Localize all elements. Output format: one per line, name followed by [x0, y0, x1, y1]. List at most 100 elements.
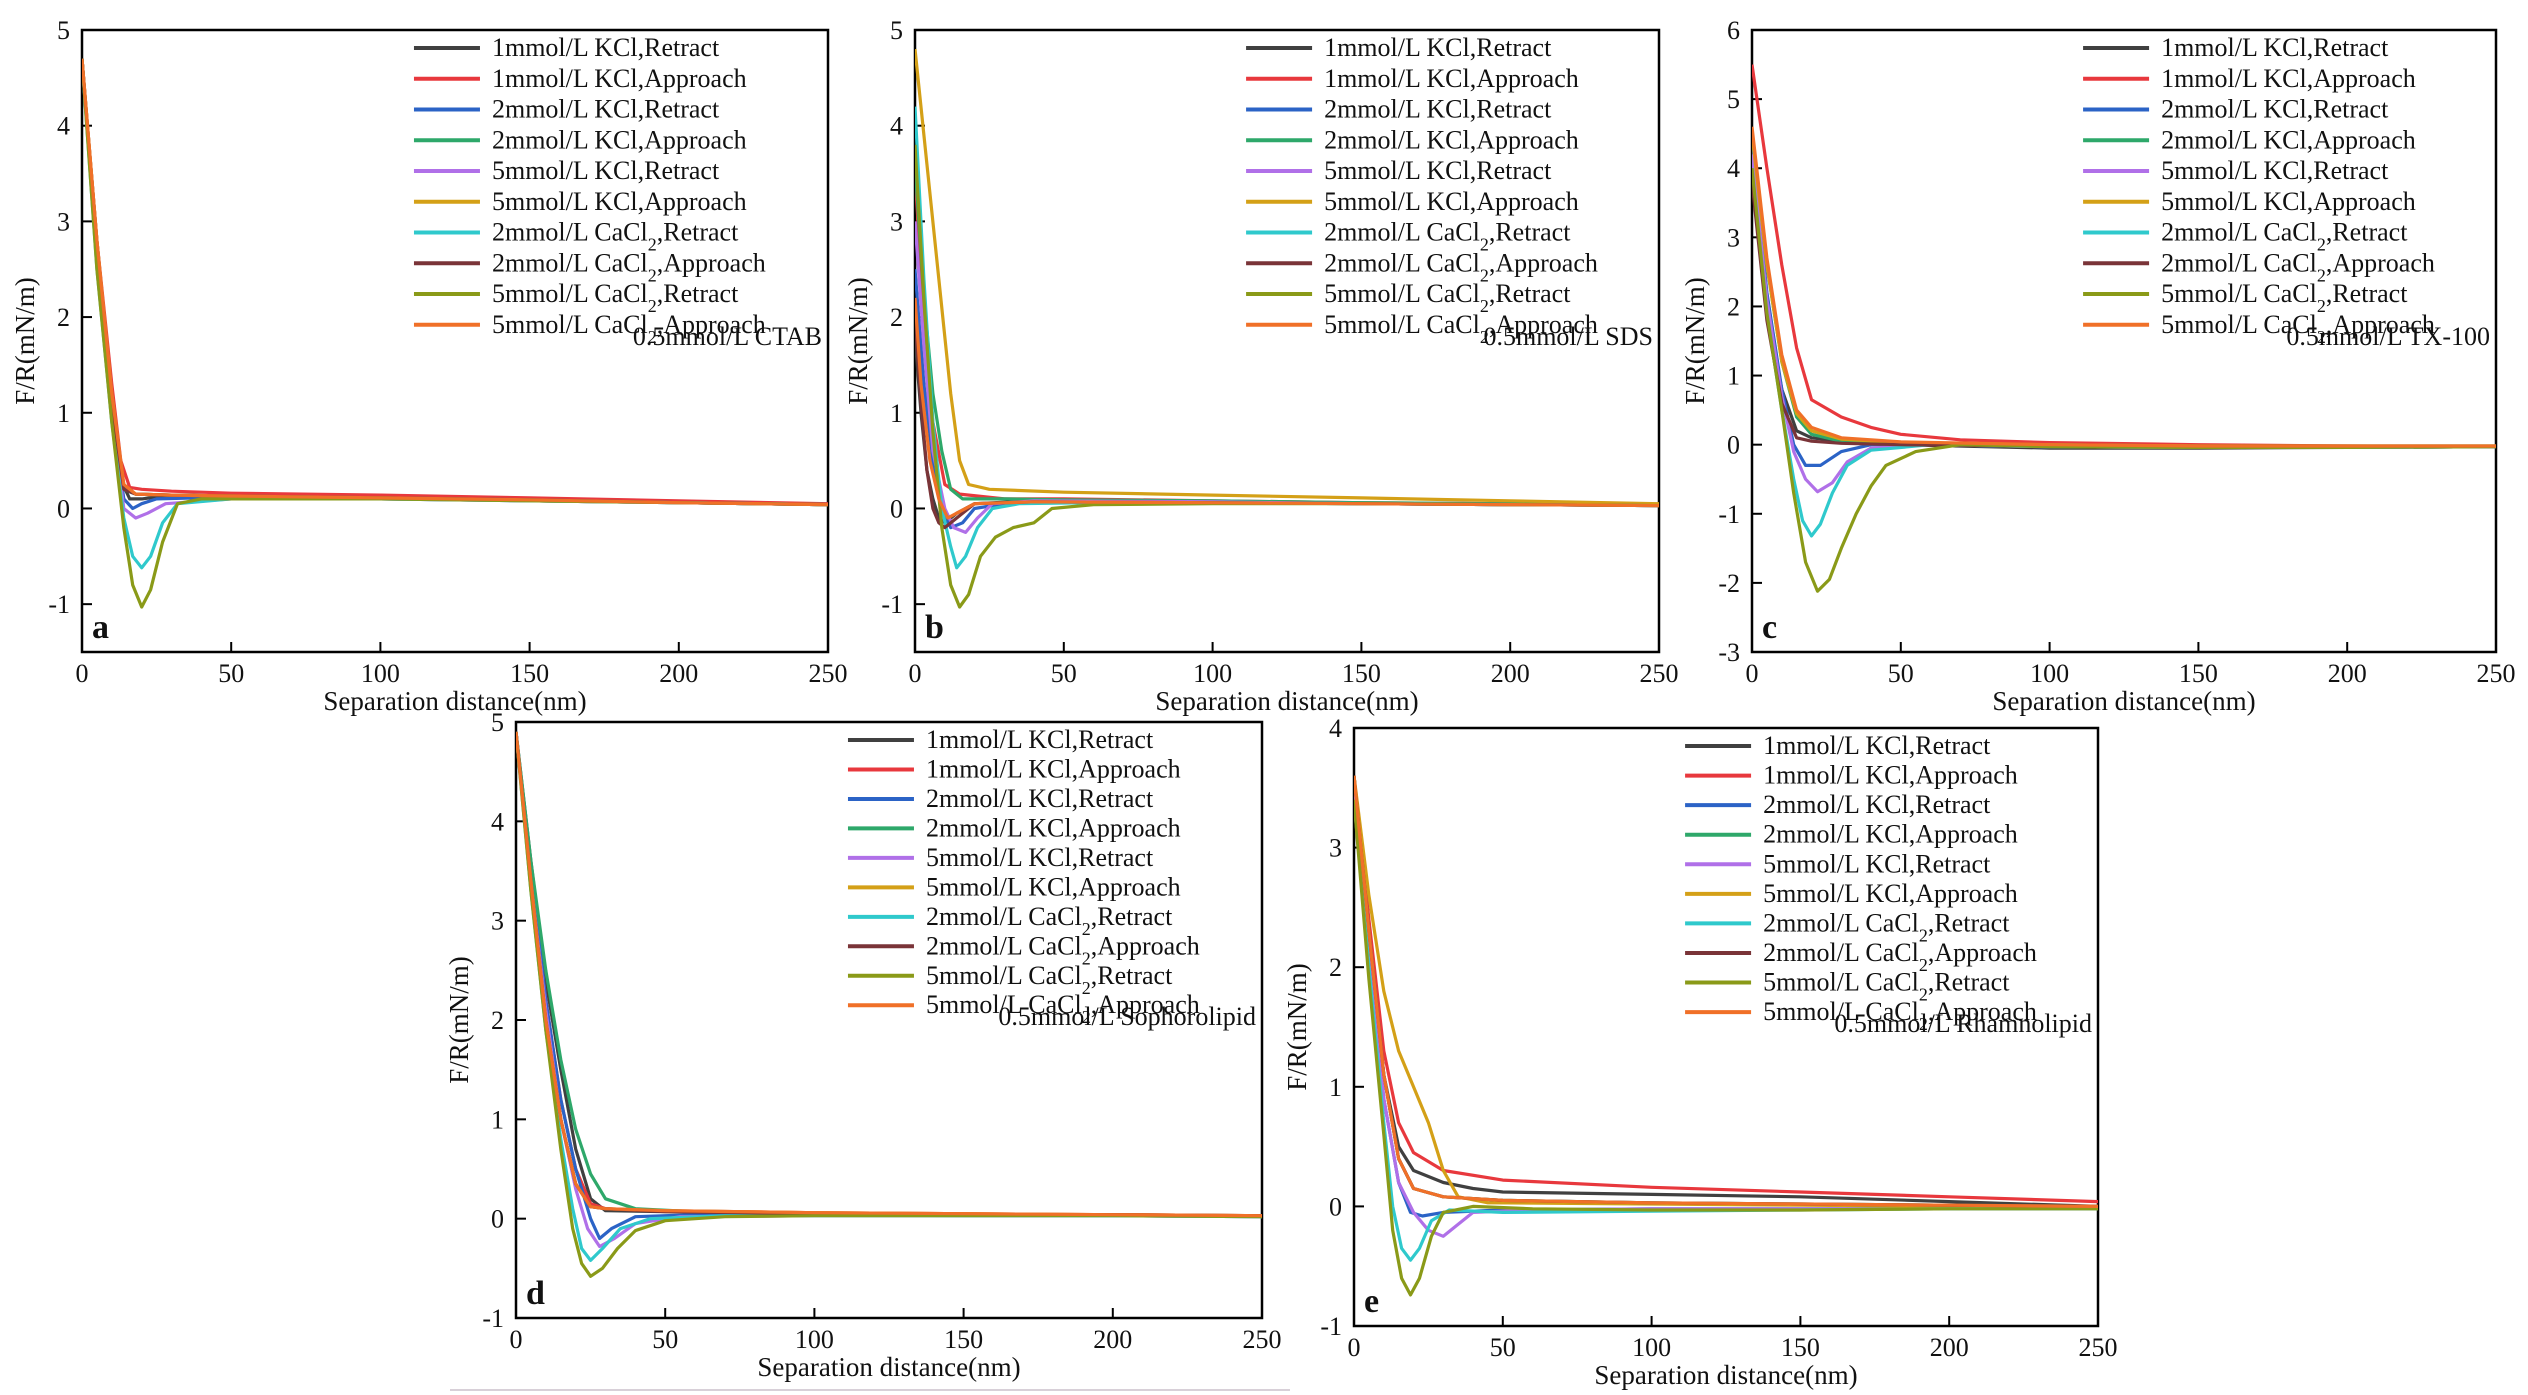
legend-label: 2mmol/L KCl,Retract — [2161, 95, 2389, 124]
y-tick-label: 0 — [1329, 1192, 1342, 1221]
y-tick-label: 5 — [57, 16, 70, 45]
series-group — [516, 731, 1262, 1278]
x-tick-label: 0 — [510, 1325, 523, 1354]
series-group — [82, 58, 828, 609]
legend-label: 2mmol/L KCl,Approach — [1324, 125, 1579, 154]
legend-label: 5mmol/L KCl,Retract — [1324, 156, 1552, 185]
y-tick-label: -1 — [881, 590, 903, 619]
x-tick-label: 200 — [1930, 1333, 1969, 1362]
legend-label: 5mmol/L CaCl2,Retract — [2161, 279, 2408, 316]
legend-label: 2mmol/L KCl,Approach — [1763, 820, 2018, 849]
y-tick-label: 4 — [1727, 154, 1740, 183]
legend-label: 2mmol/L KCl,Retract — [1763, 790, 1991, 819]
y-axis-title: F/R(mN/m) — [1282, 963, 1312, 1091]
x-tick-label: 150 — [510, 659, 549, 688]
surfactant-annotation: 0.5mmol/L SDS — [1483, 322, 1653, 351]
y-tick-label: 6 — [1727, 16, 1740, 45]
series-group — [1354, 775, 2098, 1297]
legend-label: 5mmol/L KCl,Approach — [1324, 187, 1579, 216]
legend-label: 1mmol/L KCl,Retract — [926, 725, 1154, 754]
legend-label: 2mmol/L CaCl2,Retract — [2161, 218, 2408, 255]
legend-label: 5mmol/L CaCl2,Approach — [1324, 310, 1598, 347]
panel-letter: c — [1762, 609, 1777, 646]
chart-panel-a: 0 50 100 150 200 250 -1 0 1 2 3 4 5 Separation distan… — [10, 16, 848, 716]
y-tick-label: 5 — [1727, 85, 1740, 114]
series-line-10 — [1752, 126, 2496, 448]
x-tick-label: 100 — [795, 1325, 834, 1354]
legend-label: 2mmol/L KCl,Approach — [926, 813, 1181, 842]
y-tick-label: 1 — [1329, 1073, 1342, 1102]
series-line-10 — [516, 731, 1262, 1218]
legend-label: 5mmol/L KCl,Retract — [926, 843, 1154, 872]
legend-label: 5mmol/L CaCl2,Retract — [1763, 968, 2010, 1005]
legend-label: 1mmol/L KCl,Approach — [2161, 64, 2416, 93]
y-axis-title: F/R(mN/m) — [843, 277, 873, 405]
legend-label: 1mmol/L KCl,Approach — [1324, 64, 1579, 93]
legend-label: 5mmol/L KCl,Retract — [2161, 156, 2389, 185]
legend-label: 1mmol/L KCl,Approach — [492, 64, 747, 93]
legend-label: 2mmol/L KCl,Approach — [492, 125, 747, 154]
surfactant-annotation: 0.5mmol/L TX-100 — [2286, 322, 2490, 351]
x-axis-title: Separation distance(nm) — [323, 686, 586, 716]
x-tick-label: 250 — [1640, 659, 1679, 688]
legend-label: 1mmol/L KCl,Approach — [1763, 761, 2018, 790]
y-tick-label: -1 — [1320, 1312, 1342, 1341]
x-tick-label: 100 — [1193, 659, 1232, 688]
legend-label: 2mmol/L CaCl2,Retract — [926, 902, 1173, 939]
legend-label: 2mmol/L CaCl2,Approach — [926, 931, 1200, 968]
y-tick-label: 0 — [57, 494, 70, 523]
plot-frame — [80, 28, 830, 654]
series-group — [1752, 64, 2496, 593]
legend-label: 2mmol/L CaCl2,Approach — [2161, 248, 2435, 285]
series-line-10 — [915, 297, 1659, 520]
plot-frame — [1352, 726, 2100, 1328]
x-tick-label: 50 — [1490, 1333, 1516, 1362]
surfactant-annotation: 0.5mmol/L CTAB — [633, 322, 822, 351]
y-axis-title: F/R(mN/m) — [444, 956, 474, 1084]
y-tick-label: -2 — [1718, 569, 1740, 598]
legend-label: 5mmol/L KCl,Approach — [1763, 879, 2018, 908]
legend-label: 1mmol/L KCl,Retract — [492, 33, 720, 62]
x-tick-label: 0 — [1348, 1333, 1361, 1362]
x-tick-label: 200 — [659, 659, 698, 688]
x-tick-label: 50 — [652, 1325, 678, 1354]
legend-label: 5mmol/L KCl,Retract — [1763, 849, 1991, 878]
y-tick-label: 5 — [890, 16, 903, 45]
legend-label: 1mmol/L KCl,Retract — [1763, 731, 1991, 760]
legend-label: 5mmol/L KCl,Approach — [926, 872, 1181, 901]
legend-label: 1mmol/L KCl,Retract — [1324, 33, 1552, 62]
y-tick-label: -1 — [1718, 500, 1740, 529]
y-tick-label: 2 — [57, 303, 70, 332]
y-tick-label: -3 — [1718, 638, 1740, 667]
panel-letter: a — [92, 609, 109, 646]
legend-label: 5mmol/L KCl,Approach — [492, 187, 747, 216]
y-tick-label: 3 — [491, 907, 504, 936]
x-axis-title: Separation distance(nm) — [1155, 686, 1418, 716]
legend-label: 5mmol/L CaCl2,Retract — [492, 279, 739, 316]
x-axis-title: Separation distance(nm) — [757, 1352, 1020, 1382]
y-tick-label: 4 — [1329, 714, 1342, 743]
legend-label: 1mmol/L KCl,Retract — [2161, 33, 2389, 62]
legend-label: 2mmol/L KCl,Retract — [926, 784, 1154, 813]
x-tick-label: 100 — [1632, 1333, 1671, 1362]
chart-panel-b: 0 50 100 150 200 250 -1 0 1 2 3 4 5 Separation distan… — [843, 16, 1679, 716]
legend-label: 2mmol/L CaCl2,Approach — [492, 248, 766, 285]
x-tick-label: 200 — [1093, 1325, 1132, 1354]
y-tick-label: 3 — [57, 207, 70, 236]
panel-letter: e — [1364, 1283, 1379, 1320]
legend-label: 2mmol/L KCl,Retract — [492, 95, 720, 124]
x-tick-label: 150 — [2179, 659, 2218, 688]
legend-label: 2mmol/L CaCl2,Approach — [1763, 938, 2037, 975]
legend-label: 5mmol/L CaCl2,Approach — [492, 310, 766, 347]
x-axis-title: Separation distance(nm) — [1594, 1360, 1857, 1390]
y-tick-label: -1 — [48, 590, 70, 619]
y-tick-label: 0 — [491, 1205, 504, 1234]
x-tick-label: 100 — [2030, 659, 2069, 688]
x-tick-label: 50 — [1051, 659, 1077, 688]
y-tick-label: 5 — [491, 708, 504, 737]
series-group — [915, 48, 1659, 609]
panel-letter: d — [526, 1275, 545, 1312]
y-tick-label: 2 — [1329, 953, 1342, 982]
